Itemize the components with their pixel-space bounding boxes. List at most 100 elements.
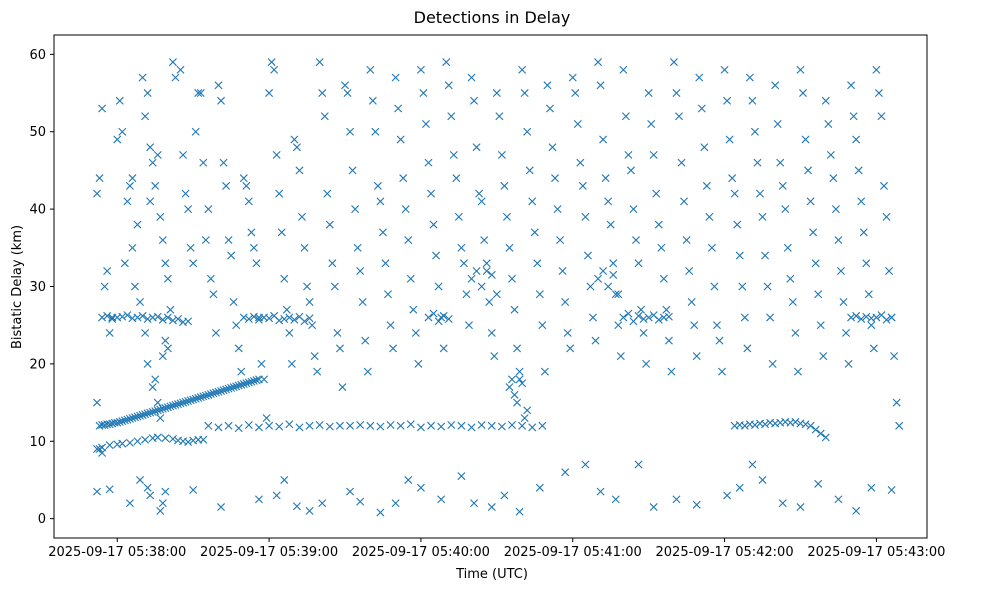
data-point xyxy=(346,487,355,496)
data-point xyxy=(303,282,312,291)
data-point xyxy=(879,181,888,190)
data-point xyxy=(634,460,643,469)
data-point xyxy=(773,120,782,128)
data-point xyxy=(158,499,167,508)
data-point xyxy=(793,367,802,376)
data-point xyxy=(156,414,165,423)
data-point xyxy=(158,236,167,245)
data-point xyxy=(887,313,896,322)
data-point xyxy=(211,328,220,337)
data-point xyxy=(771,81,780,90)
data-point xyxy=(315,421,324,430)
data-point xyxy=(654,315,663,324)
plot-area-frame xyxy=(53,34,928,539)
data-point xyxy=(540,367,549,376)
data-point xyxy=(148,158,157,167)
data-point xyxy=(409,305,418,314)
data-point xyxy=(862,312,871,321)
data-point xyxy=(123,415,132,424)
data-point xyxy=(199,435,208,444)
data-point xyxy=(108,315,117,323)
data-point xyxy=(118,417,127,426)
data-point xyxy=(553,205,562,214)
data-point xyxy=(189,395,198,404)
data-point xyxy=(508,274,516,283)
data-point xyxy=(730,189,739,198)
data-point xyxy=(854,166,863,175)
data-point xyxy=(588,313,597,322)
data-point xyxy=(427,421,436,430)
data-point xyxy=(852,311,861,320)
data-point xyxy=(252,376,261,385)
data-point xyxy=(338,383,347,392)
data-point xyxy=(113,418,122,427)
data-point xyxy=(138,410,147,419)
data-point xyxy=(859,228,868,237)
data-point xyxy=(576,158,585,167)
data-point xyxy=(836,267,845,276)
data-point xyxy=(168,58,177,67)
data-point xyxy=(128,174,137,183)
data-point xyxy=(518,65,527,74)
data-point xyxy=(204,205,213,214)
data-point xyxy=(462,290,471,299)
data-point xyxy=(343,89,352,98)
data-point xyxy=(740,313,749,322)
data-point xyxy=(639,315,648,323)
data-point xyxy=(143,409,152,418)
data-point xyxy=(229,297,238,306)
data-point xyxy=(300,243,309,252)
data-point xyxy=(485,297,494,306)
data-point xyxy=(242,181,251,190)
data-point xyxy=(687,297,696,306)
data-point xyxy=(811,425,820,434)
data-point xyxy=(280,475,289,484)
data-point xyxy=(804,166,813,175)
data-point xyxy=(270,65,279,74)
data-point xyxy=(548,143,557,152)
data-point xyxy=(141,435,150,444)
data-point xyxy=(594,58,603,67)
data-point xyxy=(186,243,195,252)
data-point xyxy=(882,315,891,324)
data-point xyxy=(249,243,258,252)
data-point xyxy=(561,297,570,306)
data-point xyxy=(449,150,458,159)
data-point xyxy=(184,397,193,406)
data-point xyxy=(834,236,843,245)
data-point xyxy=(500,181,509,190)
data-point xyxy=(98,313,107,322)
data-point xyxy=(419,89,428,98)
data-point xyxy=(480,236,489,245)
data-point xyxy=(141,410,150,419)
data-point xyxy=(677,158,686,167)
data-point xyxy=(634,259,643,268)
data-point xyxy=(695,73,704,82)
data-point xyxy=(310,352,319,361)
data-point xyxy=(416,423,425,432)
data-point xyxy=(895,421,904,430)
data-point xyxy=(229,383,238,392)
data-point xyxy=(156,506,165,515)
data-point xyxy=(224,384,233,393)
data-point xyxy=(148,407,157,416)
data-point xyxy=(515,507,524,516)
data-point xyxy=(816,429,825,438)
data-point xyxy=(844,359,853,368)
data-point xyxy=(151,407,160,416)
data-point xyxy=(105,441,114,450)
data-point xyxy=(520,89,529,98)
data-point xyxy=(515,375,524,384)
x-tick-label: 2025-09-17 05:39:00 xyxy=(200,545,338,560)
data-point xyxy=(518,379,527,388)
data-point xyxy=(151,375,160,384)
data-point xyxy=(872,65,881,74)
x-tick-label: 2025-09-17 05:42:00 xyxy=(656,545,794,560)
data-point xyxy=(619,313,628,322)
data-point xyxy=(348,166,357,175)
data-point xyxy=(376,508,385,517)
data-point xyxy=(444,315,453,323)
data-point xyxy=(558,267,567,276)
data-point xyxy=(457,243,466,252)
